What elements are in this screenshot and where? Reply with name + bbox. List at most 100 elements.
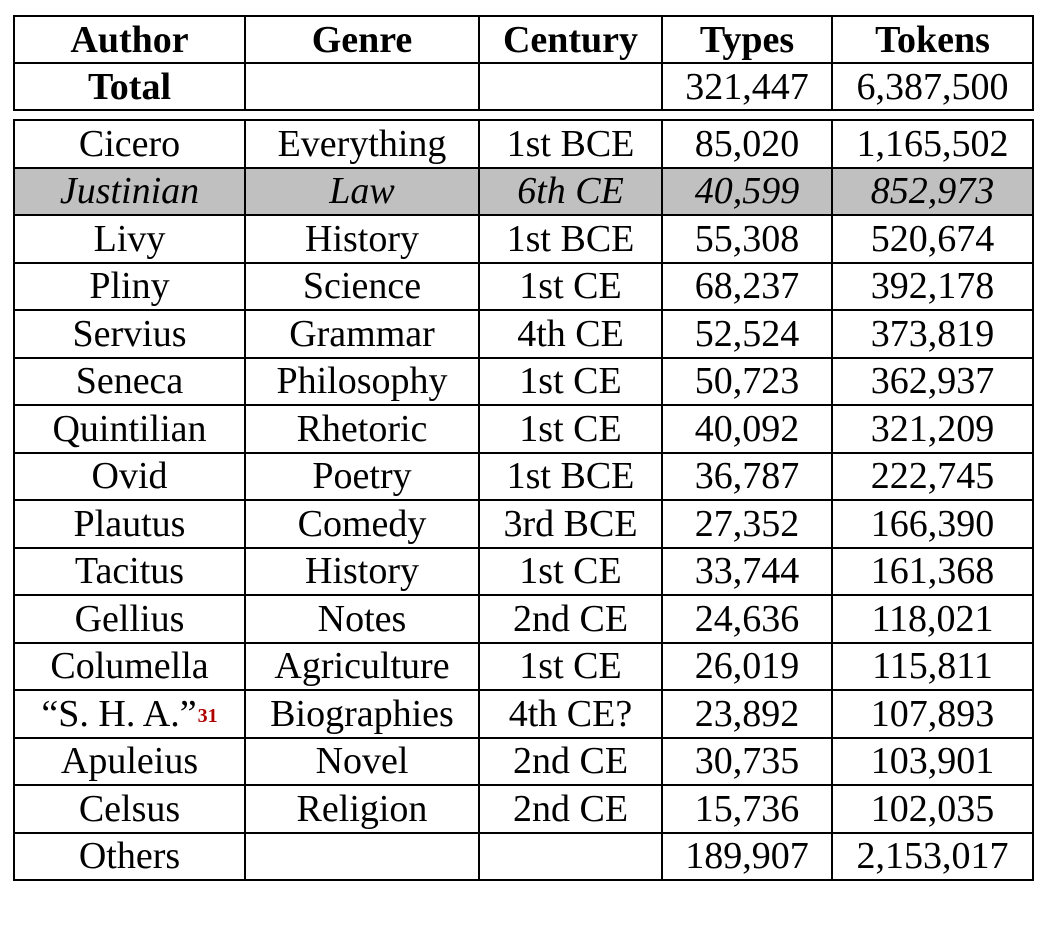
century-text: 1st CE: [519, 645, 622, 688]
cell-types: 23,892: [661, 689, 833, 739]
tokens-text: 520,674: [870, 217, 995, 260]
cell-types: 50,723: [661, 356, 833, 406]
century-text: 1st BCE: [506, 455, 635, 498]
types-text: 189,907: [685, 835, 809, 878]
author-text: Cicero: [78, 122, 181, 165]
cell-author: Gellius: [13, 594, 246, 644]
cell-tokens: 115,811: [831, 641, 1034, 691]
author-text: Pliny: [89, 265, 170, 308]
cell-tokens: 103,901: [831, 736, 1034, 786]
cell-century: 4th CE?: [478, 689, 663, 739]
cell-century: 3rd BCE: [478, 499, 663, 549]
genre-text: Religion: [296, 787, 428, 830]
corpus-table-container: Author Genre Century Types Tokens Total …: [13, 15, 1034, 881]
table-row: Gellius Notes 2nd CE 24,636 118,021: [13, 594, 1034, 644]
tokens-text: 1,165,502: [856, 122, 1009, 165]
cell-tokens: 118,021: [831, 594, 1034, 644]
types-text: 40,092: [694, 407, 800, 450]
cell-author: Quintilian: [13, 404, 246, 454]
table-row: “S. H. A.”31 Biographies 4th CE? 23,892 107,…: [13, 689, 1034, 739]
types-text: 23,892: [694, 692, 800, 735]
genre-text: Comedy: [297, 502, 427, 545]
types-text: 27,352: [694, 502, 800, 545]
cell-types: 36,787: [661, 451, 833, 501]
author-text: Plautus: [73, 502, 186, 545]
century-text: 4th CE: [517, 312, 624, 355]
tokens-text: 2,153,017: [856, 835, 1009, 878]
types-text: 55,308: [694, 217, 800, 260]
author-text: Apuleius: [60, 740, 199, 783]
tokens-text: 107,893: [870, 692, 995, 735]
century-text: 1st CE: [519, 407, 622, 450]
cell-tokens: 107,893: [831, 689, 1034, 739]
cell-author: Seneca: [13, 356, 246, 406]
cell-century: 1st CE: [478, 546, 663, 596]
cell-tokens: 373,819: [831, 309, 1034, 359]
genre-text: History: [305, 217, 419, 260]
author-text: Gellius: [74, 597, 185, 640]
cell-century: 6th CE: [478, 166, 663, 216]
table-row: Servius Grammar 4th CE 52,524 373,819: [13, 309, 1034, 359]
cell-tokens: 321,209: [831, 404, 1034, 454]
cell-genre: Grammar: [244, 309, 480, 359]
cell-century: 4th CE: [478, 309, 663, 359]
summary-table: Author Genre Century Types Tokens Total …: [13, 15, 1034, 111]
cell-tokens: 2,153,017: [831, 831, 1034, 881]
genre-text: Novel: [315, 740, 409, 783]
cell-author: Celsus: [13, 784, 246, 834]
types-text: 40,599: [694, 170, 800, 213]
cell-tokens: 852,973: [831, 166, 1034, 216]
header-author: Author: [13, 15, 246, 64]
cell-genre: Rhetoric: [244, 404, 480, 454]
cell-century: 1st BCE: [478, 451, 663, 501]
century-text: 4th CE?: [508, 692, 633, 735]
table-row: Columella Agriculture 1st CE 26,019 115,811: [13, 641, 1034, 691]
cell-century: 1st CE: [478, 261, 663, 311]
cell-types: 24,636: [661, 594, 833, 644]
genre-text: Poetry: [312, 455, 412, 498]
cell-century: 1st CE: [478, 356, 663, 406]
cell-genre: Poetry: [244, 451, 480, 501]
cell-author: Plautus: [13, 499, 246, 549]
table-row: Plautus Comedy 3rd BCE 27,352 166,390: [13, 499, 1034, 549]
author-rows: Cicero Everything 1st BCE 85,020 1,165,502 Ju…: [13, 119, 1034, 881]
types-text: 52,524: [694, 312, 800, 355]
tokens-text: 222,745: [870, 455, 995, 498]
cell-tokens: 166,390: [831, 499, 1034, 549]
cell-century: 2nd CE: [478, 594, 663, 644]
cell-types: 55,308: [661, 214, 833, 264]
table-row: Ovid Poetry 1st BCE 36,787 222,745: [13, 451, 1034, 501]
tokens-text: 321,209: [870, 407, 995, 450]
table-row: Livy History 1st BCE 55,308 520,674: [13, 214, 1034, 264]
tokens-text: 362,937: [870, 360, 995, 403]
types-text: 36,787: [694, 455, 800, 498]
types-text: 85,020: [694, 122, 800, 165]
cell-types: 40,599: [661, 166, 833, 216]
cell-types: 15,736: [661, 784, 833, 834]
total-label: Total: [13, 62, 246, 111]
total-genre: [244, 62, 480, 111]
century-text: 1st CE: [519, 550, 622, 593]
century-text: 2nd CE: [512, 740, 629, 783]
genre-text: Grammar: [289, 312, 435, 355]
table-row: Quintilian Rhetoric 1st CE 40,092 321,209: [13, 404, 1034, 454]
table-row: Pliny Science 1st CE 68,237 392,178: [13, 261, 1034, 311]
author-text: Quintilian: [52, 407, 207, 450]
footnote-link[interactable]: 31: [197, 704, 218, 727]
table-row: Cicero Everything 1st BCE 85,020 1,165,502: [13, 119, 1034, 169]
author-text: Livy: [93, 217, 166, 260]
cell-genre: History: [244, 546, 480, 596]
header-row: Author Genre Century Types Tokens: [13, 15, 1034, 64]
genre-text: Biographies: [270, 692, 454, 735]
century-text: 1st CE: [519, 265, 622, 308]
cell-types: 26,019: [661, 641, 833, 691]
cell-author: Tacitus: [13, 546, 246, 596]
total-row: Total 321,447 6,387,500: [13, 62, 1034, 111]
types-text: 15,736: [694, 787, 800, 830]
author-text: “S. H. A.”: [41, 692, 197, 735]
cell-types: 27,352: [661, 499, 833, 549]
tokens-text: 115,811: [872, 645, 993, 688]
tokens-text: 118,021: [871, 597, 994, 640]
cell-author: “S. H. A.”31: [13, 689, 246, 739]
century-text: 3rd BCE: [503, 502, 638, 545]
